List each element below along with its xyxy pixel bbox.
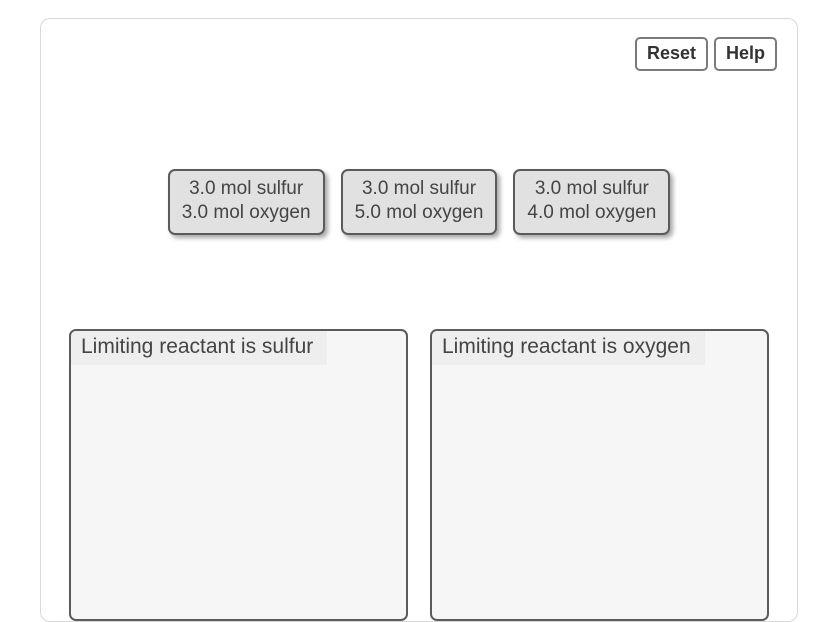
reactant-card[interactable]: 3.0 mol sulfur 5.0 mol oxygen [341, 169, 498, 235]
bin-title: Limiting reactant is sulfur [71, 331, 327, 365]
exercise-panel: Reset Help 3.0 mol sulfur 3.0 mol oxygen… [40, 18, 798, 622]
reactant-card[interactable]: 3.0 mol sulfur 3.0 mol oxygen [168, 169, 325, 235]
help-button[interactable]: Help [714, 37, 777, 71]
top-button-bar: Reset Help [635, 37, 777, 71]
card-line-sulfur: 3.0 mol sulfur [355, 177, 484, 201]
draggable-cards-row: 3.0 mol sulfur 3.0 mol oxygen 3.0 mol su… [41, 169, 797, 235]
card-line-sulfur: 3.0 mol sulfur [182, 177, 311, 201]
card-line-oxygen: 3.0 mol oxygen [182, 201, 311, 225]
reactant-card[interactable]: 3.0 mol sulfur 4.0 mol oxygen [513, 169, 670, 235]
reset-button[interactable]: Reset [635, 37, 708, 71]
card-line-oxygen: 5.0 mol oxygen [355, 201, 484, 225]
bin-sulfur-limiting[interactable]: Limiting reactant is sulfur [69, 329, 408, 621]
card-line-sulfur: 3.0 mol sulfur [527, 177, 656, 201]
card-line-oxygen: 4.0 mol oxygen [527, 201, 656, 225]
viewport: Reset Help 3.0 mol sulfur 3.0 mol oxygen… [0, 0, 824, 622]
bin-title: Limiting reactant is oxygen [432, 331, 705, 365]
bin-oxygen-limiting[interactable]: Limiting reactant is oxygen [430, 329, 769, 621]
drop-bins: Limiting reactant is sulfur Limiting rea… [69, 329, 769, 621]
